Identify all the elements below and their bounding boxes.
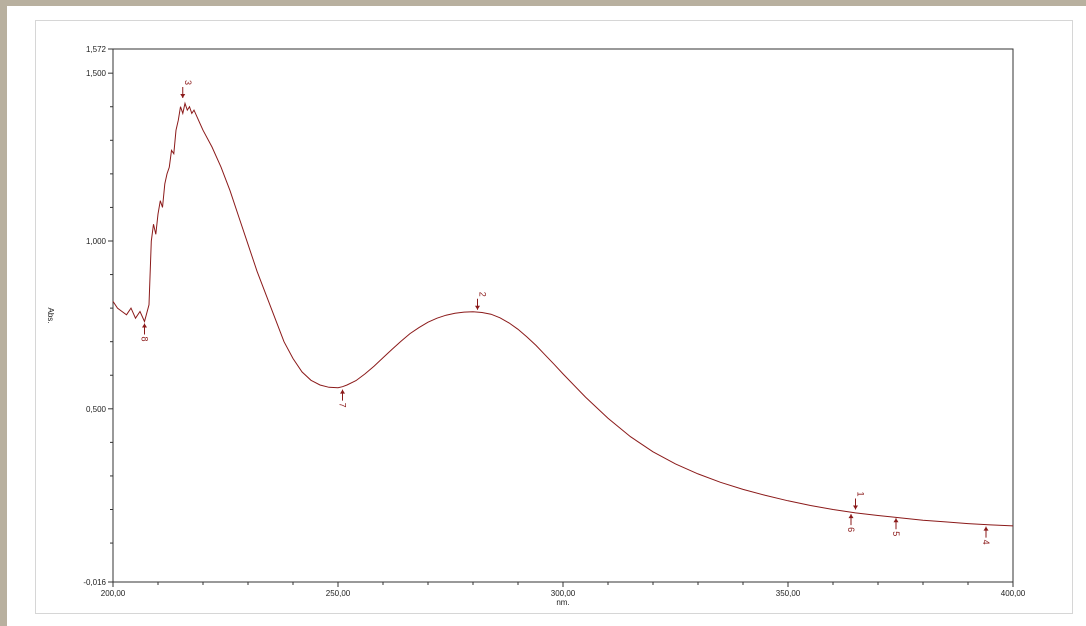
peak-marker-2: 2: [475, 292, 488, 310]
peak-label: 7: [338, 403, 348, 408]
peak-marker-4: 4: [981, 526, 991, 545]
x-tick-label: 350,00: [776, 589, 801, 598]
x-tick-label: 200,00: [101, 589, 126, 598]
peak-label: 4: [981, 540, 991, 545]
peak-marker-8: 8: [140, 323, 150, 342]
y-tick-label: 1,500: [86, 69, 107, 78]
peak-arrow-head: [983, 526, 989, 531]
peak-marker-5: 5: [891, 518, 901, 536]
peak-markers: 1 2 3 4 5 6 7 8: [140, 80, 992, 545]
y-tick-label: -0,016: [83, 578, 106, 587]
x-tick-label: 300,00: [551, 589, 576, 598]
peak-arrow-head: [475, 305, 480, 310]
x-tick-label: 250,00: [326, 589, 351, 598]
peak-label: 8: [140, 337, 150, 342]
peak-arrow-head: [893, 518, 899, 523]
plot-frame: [112, 48, 1014, 583]
peak-marker-3: 3: [180, 80, 193, 99]
x-axis-label: nm.: [556, 598, 569, 607]
peak-label: 2: [478, 292, 488, 297]
y-tick-label: 1,000: [86, 237, 107, 246]
peak-arrow-head: [853, 505, 858, 510]
spectrum-chart: 200,00 250,00 300,00 350,00 400,00 -0,016 0,5…: [46, 45, 1026, 607]
peak-label: 6: [846, 527, 856, 532]
peak-arrow-head: [848, 514, 854, 519]
peak-marker-7: 7: [338, 389, 348, 408]
peak-label: 3: [183, 80, 193, 85]
peak-label: 5: [891, 531, 901, 536]
x-tick-label: 400,00: [1001, 589, 1026, 598]
x-ticks: 200,00 250,00 300,00 350,00 400,00: [101, 582, 1026, 598]
axes: [112, 48, 1014, 583]
peak-marker-6: 6: [846, 514, 856, 532]
y-ticks: -0,016 0,500 1,000 1,500 1,572: [83, 45, 113, 587]
peak-arrow-head: [340, 389, 345, 394]
y-tick-label: 1,572: [86, 45, 107, 54]
peak-label: 1: [856, 491, 866, 496]
peak-arrow-head: [142, 323, 147, 328]
y-axis-label: Abs.: [46, 307, 55, 323]
chart-panel: 200,00 250,00 300,00 350,00 400,00 -0,016 0,5…: [35, 20, 1073, 614]
peak-arrow-head: [180, 94, 186, 99]
window-frame: 200,00 250,00 300,00 350,00 400,00 -0,016 0,5…: [7, 6, 1086, 626]
absorbance-series-line: [112, 101, 1014, 527]
y-tick-label: 0,500: [86, 405, 107, 414]
peak-marker-1: 1: [853, 491, 866, 510]
